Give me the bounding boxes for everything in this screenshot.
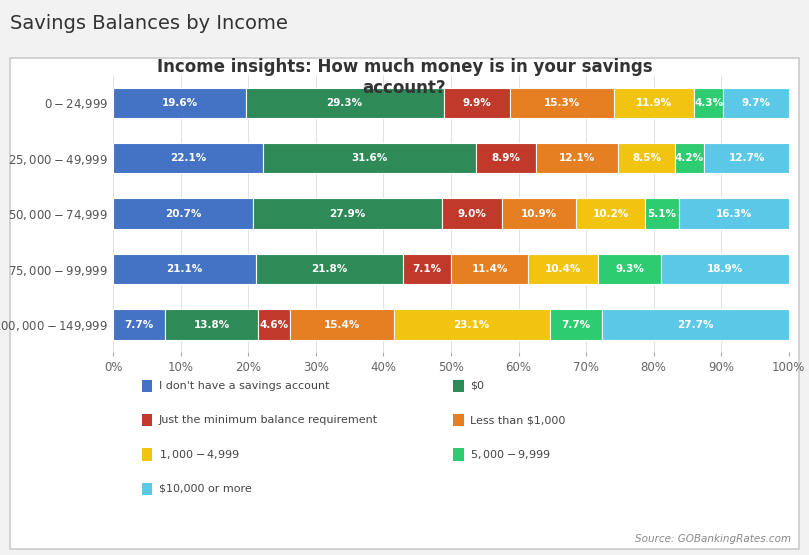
Bar [576,199,645,229]
Text: 20.7%: 20.7% [165,209,201,219]
Bar [618,143,676,174]
Bar [246,88,443,118]
Bar [165,309,259,340]
Bar [536,143,618,174]
Bar [256,254,403,284]
Text: 10.4%: 10.4% [545,264,582,274]
Bar [502,199,576,229]
Text: 13.8%: 13.8% [194,320,230,330]
Bar [510,88,614,118]
Text: 18.9%: 18.9% [707,264,743,274]
Text: $1,000-$4,999: $1,000-$4,999 [159,448,239,461]
Text: 9.3%: 9.3% [616,264,644,274]
Bar [645,199,680,229]
Bar [443,88,510,118]
Text: Source: GOBankingRates.com: Source: GOBankingRates.com [635,534,791,544]
Text: 7.7%: 7.7% [561,320,591,330]
Text: 4.6%: 4.6% [260,320,289,330]
Text: 10.9%: 10.9% [521,209,557,219]
Text: 19.6%: 19.6% [162,98,197,108]
Bar [113,254,256,284]
Bar [614,88,694,118]
Bar [442,199,502,229]
Text: 8.9%: 8.9% [492,153,520,163]
Text: 8.5%: 8.5% [632,153,661,163]
Bar [113,199,253,229]
Text: Income insights: How much money is in your savings
account?: Income insights: How much money is in yo… [157,58,652,97]
Text: 15.4%: 15.4% [324,320,360,330]
Bar [676,143,704,174]
Bar [451,254,528,284]
Text: 29.3%: 29.3% [327,98,362,108]
Text: 22.1%: 22.1% [170,153,206,163]
Text: $10,000 or more: $10,000 or more [159,484,252,494]
Text: 23.1%: 23.1% [454,320,489,330]
Text: Just the minimum balance requirement: Just the minimum balance requirement [159,415,378,425]
Text: 27.7%: 27.7% [677,320,714,330]
Text: 12.7%: 12.7% [728,153,765,163]
Bar [290,309,394,340]
Text: 4.2%: 4.2% [675,153,704,163]
Text: $0: $0 [470,381,484,391]
Bar [723,88,789,118]
Bar [599,254,661,284]
Bar [263,143,476,174]
Text: 21.1%: 21.1% [167,264,202,274]
Text: 4.3%: 4.3% [694,98,723,108]
Text: 10.2%: 10.2% [592,209,629,219]
Text: 9.9%: 9.9% [463,98,491,108]
Text: I don't have a savings account: I don't have a savings account [159,381,329,391]
Bar [661,254,789,284]
Text: 11.9%: 11.9% [636,98,672,108]
Bar [113,143,263,174]
Text: 7.1%: 7.1% [413,264,442,274]
Bar [403,254,451,284]
Text: 15.3%: 15.3% [544,98,580,108]
Bar [680,199,790,229]
Text: Less than $1,000: Less than $1,000 [470,415,565,425]
Bar [704,143,790,174]
Bar [602,309,789,340]
Bar [253,199,442,229]
Text: 11.4%: 11.4% [472,264,508,274]
Bar [694,88,723,118]
Text: $5,000-$9,999: $5,000-$9,999 [470,448,551,461]
Text: 21.8%: 21.8% [311,264,348,274]
Text: 5.1%: 5.1% [648,209,676,219]
Bar [113,88,246,118]
Text: 9.7%: 9.7% [742,98,770,108]
Bar [394,309,549,340]
Bar [259,309,290,340]
Bar [528,254,599,284]
Bar [113,309,165,340]
Text: 16.3%: 16.3% [716,209,752,219]
Text: 7.7%: 7.7% [125,320,154,330]
Text: 9.0%: 9.0% [458,209,486,219]
Text: 12.1%: 12.1% [559,153,595,163]
Bar [476,143,536,174]
Text: Savings Balances by Income: Savings Balances by Income [10,14,287,33]
Text: 27.9%: 27.9% [329,209,366,219]
Bar [549,309,602,340]
Text: 31.6%: 31.6% [351,153,388,163]
